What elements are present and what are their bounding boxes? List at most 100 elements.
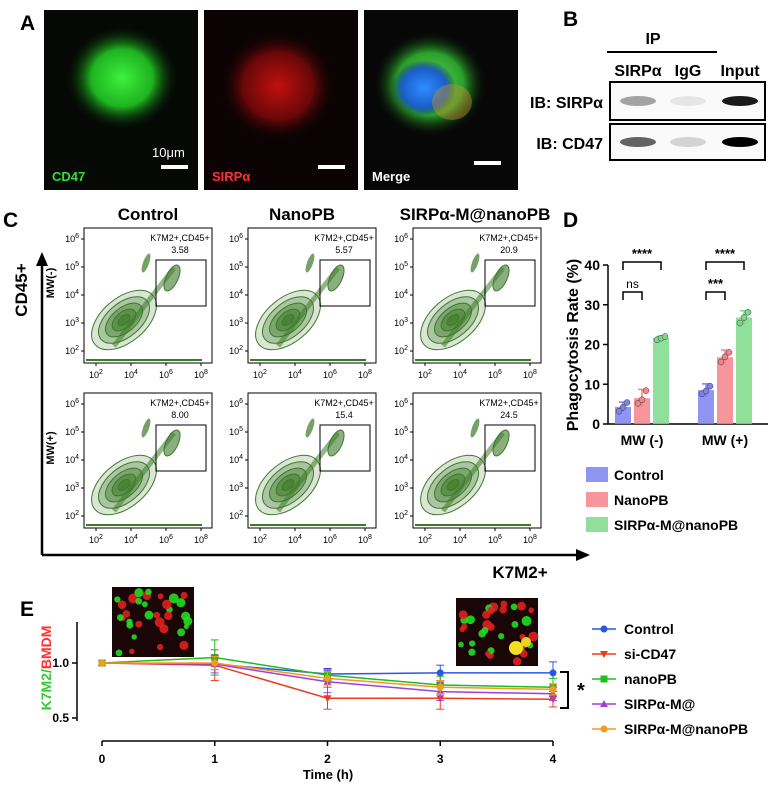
flow-tick-label: 104 [65, 289, 79, 300]
cell-dot [499, 606, 507, 614]
panel-a-image-sirpa: SIRPα [204, 10, 358, 190]
bar-data-point [706, 382, 714, 390]
bar-data-point [615, 408, 623, 415]
flow-gate [484, 259, 536, 307]
flow-tick-label: 102 [394, 345, 408, 356]
line-point [98, 659, 106, 667]
bar-data-point [717, 358, 725, 366]
image-label-merge: Merge [372, 169, 410, 184]
panel-c-label: C [3, 209, 18, 232]
flow-tick-label: 104 [453, 534, 467, 545]
flow-gate-value: 24.5 [500, 410, 518, 420]
flow-gate [319, 424, 371, 472]
bar-data-point [642, 387, 650, 394]
flow-gate [155, 424, 207, 472]
cell-dot [162, 599, 172, 610]
bar [698, 390, 714, 424]
bar-y-tick-label: 20 [584, 337, 600, 353]
cell-dot [156, 643, 164, 651]
cell-dot [500, 600, 508, 608]
flow-tick-label: 102 [89, 534, 103, 545]
flow-gate-label: K7M2+,CD45+ [479, 398, 539, 408]
flow-tick-label: 108 [358, 369, 372, 380]
flow-plot: K7M2+,CD45+ 24.5 102 103 104 105 106 102 104 106 1… [394, 392, 542, 545]
line-y-tick-label: 1.0 [52, 656, 69, 670]
cell-dot [177, 628, 186, 637]
line-point [600, 675, 608, 683]
flow-tick-label: 102 [253, 369, 267, 380]
flow-tick-label: 104 [229, 289, 243, 300]
cell-dot [458, 610, 468, 620]
flow-gate-label: K7M2+,CD45+ [150, 233, 210, 243]
bar-data-point [638, 396, 646, 404]
bar-legend-label: NanoPB [614, 492, 668, 508]
scale-bar [318, 165, 345, 169]
line-point [211, 659, 219, 667]
line-point [323, 695, 332, 703]
significance-label: *** [708, 276, 724, 291]
panel-d: D Phagocytosis Rate (%) 0 10 20 30 40 MW (-) M… [563, 209, 768, 533]
flow-tick-label: 103 [394, 317, 408, 328]
scale-bar [161, 165, 188, 169]
panel-d-label: D [563, 209, 578, 232]
cell-dot [168, 593, 179, 604]
line-point [600, 700, 608, 707]
lane-label-igg: IgG [675, 63, 702, 80]
flow-tick-label: 105 [65, 261, 79, 272]
flow-tick-label: 102 [89, 369, 103, 380]
cell-dot [134, 588, 144, 598]
flow-plot: K7M2+,CD45+ 3.58 102 103 104 105 106 102 104 106 1… [45, 227, 213, 380]
bar-data-point [725, 349, 733, 356]
cell-dot [141, 601, 148, 608]
cell-dot [131, 634, 137, 640]
blot-band [670, 137, 706, 147]
flow-plot: K7M2+,CD45+ 20.9 102 103 104 105 106 102 104 106 1… [394, 227, 542, 380]
flow-column-title-control: Control [118, 205, 178, 224]
bar-legend-swatch [586, 492, 608, 507]
line-y-title-part-slash: / [38, 669, 54, 673]
panel-a-image-cd47: CD47 10μm [44, 10, 198, 190]
significance-bracket [622, 261, 662, 270]
cell-dot [180, 591, 188, 599]
line-point [600, 725, 608, 733]
panel-c: C Control NanoPB SIRPα-M@nanoPB CD45+ K7… [3, 205, 590, 582]
image-label-sirpa: SIRPα [212, 169, 250, 184]
blot-band [620, 137, 656, 147]
flow-gate-label: K7M2+,CD45+ [150, 398, 210, 408]
cell-dot [528, 631, 539, 642]
lane-label-input: Input [720, 63, 760, 80]
cell-dot [157, 593, 164, 600]
flow-gate-label: K7M2+,CD45+ [314, 233, 374, 243]
significance-label: **** [632, 246, 653, 261]
cell-dot [114, 596, 121, 603]
flow-tick-label: 106 [229, 398, 243, 409]
flow-tick-label: 105 [65, 426, 79, 437]
cell-dot [481, 626, 489, 634]
cell-dot [116, 614, 124, 621]
significance-bracket [622, 291, 643, 300]
cell-dot [521, 616, 532, 627]
line-legend-label: nanoPB [624, 671, 677, 687]
cell-dot [461, 623, 468, 630]
scale-bar-label: 10μm [152, 145, 185, 160]
line-y-axis-title: K7M2/BMDM [38, 626, 54, 711]
flow-tick-label: 104 [288, 534, 302, 545]
flow-x-axis-title: K7M2+ [492, 563, 547, 582]
bar [736, 317, 752, 424]
bar-data-point [702, 387, 710, 395]
flow-tick-label: 102 [394, 510, 408, 521]
flow-tick-label: 106 [65, 398, 79, 409]
bar-data-point [721, 353, 729, 361]
bar-legend-label: SIRPα-M@nanoPB [614, 517, 738, 533]
flow-column-title-sirpa-m-nanopb: SIRPα-M@nanoPB [400, 205, 551, 224]
cell-dot [468, 648, 476, 656]
bar-data-point [736, 319, 744, 327]
line-point [436, 669, 444, 677]
significance-label: **** [715, 246, 736, 261]
bar-legend-swatch [586, 517, 608, 532]
panel-b-label: B [563, 8, 578, 31]
cell-dot [145, 588, 152, 596]
flow-tick-label: 103 [229, 317, 243, 328]
flow-tick-label: 106 [323, 534, 337, 545]
